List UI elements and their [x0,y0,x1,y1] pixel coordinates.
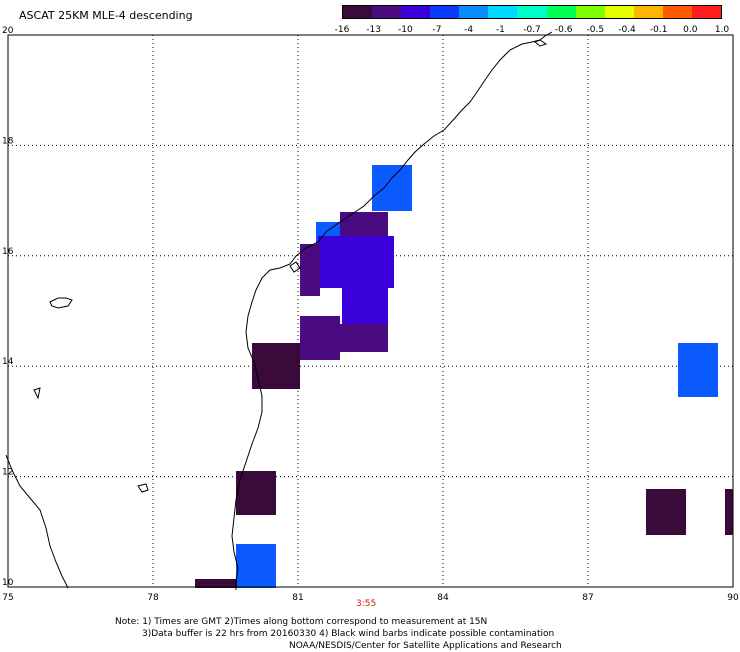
x-tick-label: 90 [727,593,739,603]
y-tick-label: 12 [2,468,13,478]
colorbar-segment [691,6,722,18]
data-cell [236,544,276,588]
plot-frame [7,34,734,588]
colorbar-segment [343,6,373,18]
coastline [5,31,553,590]
colorbar-segment [401,6,431,18]
y-tick-label: 16 [2,247,14,257]
y-tick-labels: 20 18 16 14 12 10 [2,26,14,588]
data-cell [236,471,276,515]
time-label: 3:55 [356,599,377,609]
x-tick-label: 81 [292,593,303,603]
data-cell [300,316,340,360]
colorbar-label: -0.6 [554,25,573,35]
y-tick-label: 10 [2,578,14,588]
colorbar-label: -0.5 [586,25,605,35]
colorbar-label: -1 [495,25,505,35]
colorbar-segment [604,6,634,18]
y-tick-label: 20 [2,26,14,36]
data-cell [300,244,320,296]
data-cells [195,165,733,588]
colorbar-segment [372,6,402,18]
colorbar [342,5,722,19]
colorbar-label: -0.7 [523,25,541,35]
x-tick-label: 78 [147,593,159,603]
colorbar-label: -4 [464,25,474,35]
data-cell [372,165,412,211]
data-cell [342,286,388,326]
data-cell [340,212,388,236]
x-tick-label: 75 [2,593,13,603]
colorbar-segment [633,6,663,18]
colorbar-segment [517,6,547,18]
note-line-1: Note: 1) Times are GMT 2)Times along bot… [115,617,488,627]
x-tick-label: 84 [437,593,449,603]
colorbar-label: -10 [397,25,413,35]
colorbar-segment [546,6,576,18]
data-cell [678,343,718,397]
colorbar-label: -16 [334,25,350,35]
notes: Note: 1) Times are GMT 2)Times along bot… [115,616,562,652]
data-cell [195,579,237,588]
colorbar-segment [459,6,489,18]
note-line-2: 3)Data buffer is 22 hrs from 20160330 4)… [142,629,555,639]
note-line-3: NOAA/NESDIS/Center for Satellite Applica… [289,641,562,651]
y-tick-label: 14 [2,357,14,367]
data-cell [646,489,686,535]
colorbar-segment [575,6,605,18]
colorbar-label: -0.4 [618,25,636,35]
data-cell [318,236,394,288]
colorbar-segment [662,6,692,18]
y-tick-label: 18 [2,136,14,146]
colorbar-labels: -16 -13 -10 -7 -4 -1 -0.7 -0.6 -0.5 -0.4 -0.1 0.0 1.… [330,25,734,37]
x-tick-labels: 75 78 81 84 87 90 [2,593,739,603]
colorbar-label: 1.0 [714,25,730,35]
colorbar-label: -0.1 [649,25,668,35]
colorbar-label: -13 [366,25,382,35]
colorbar-segment [430,6,460,18]
data-cell [252,343,300,389]
colorbar-label: 0.0 [683,25,698,35]
map-title: ASCAT 25KM MLE-4 descending [19,9,193,22]
x-tick-label: 87 [582,593,593,603]
colorbar-label: -7 [432,25,442,35]
data-cell [725,489,733,535]
colorbar-segment [488,6,518,18]
data-cell [340,324,388,352]
